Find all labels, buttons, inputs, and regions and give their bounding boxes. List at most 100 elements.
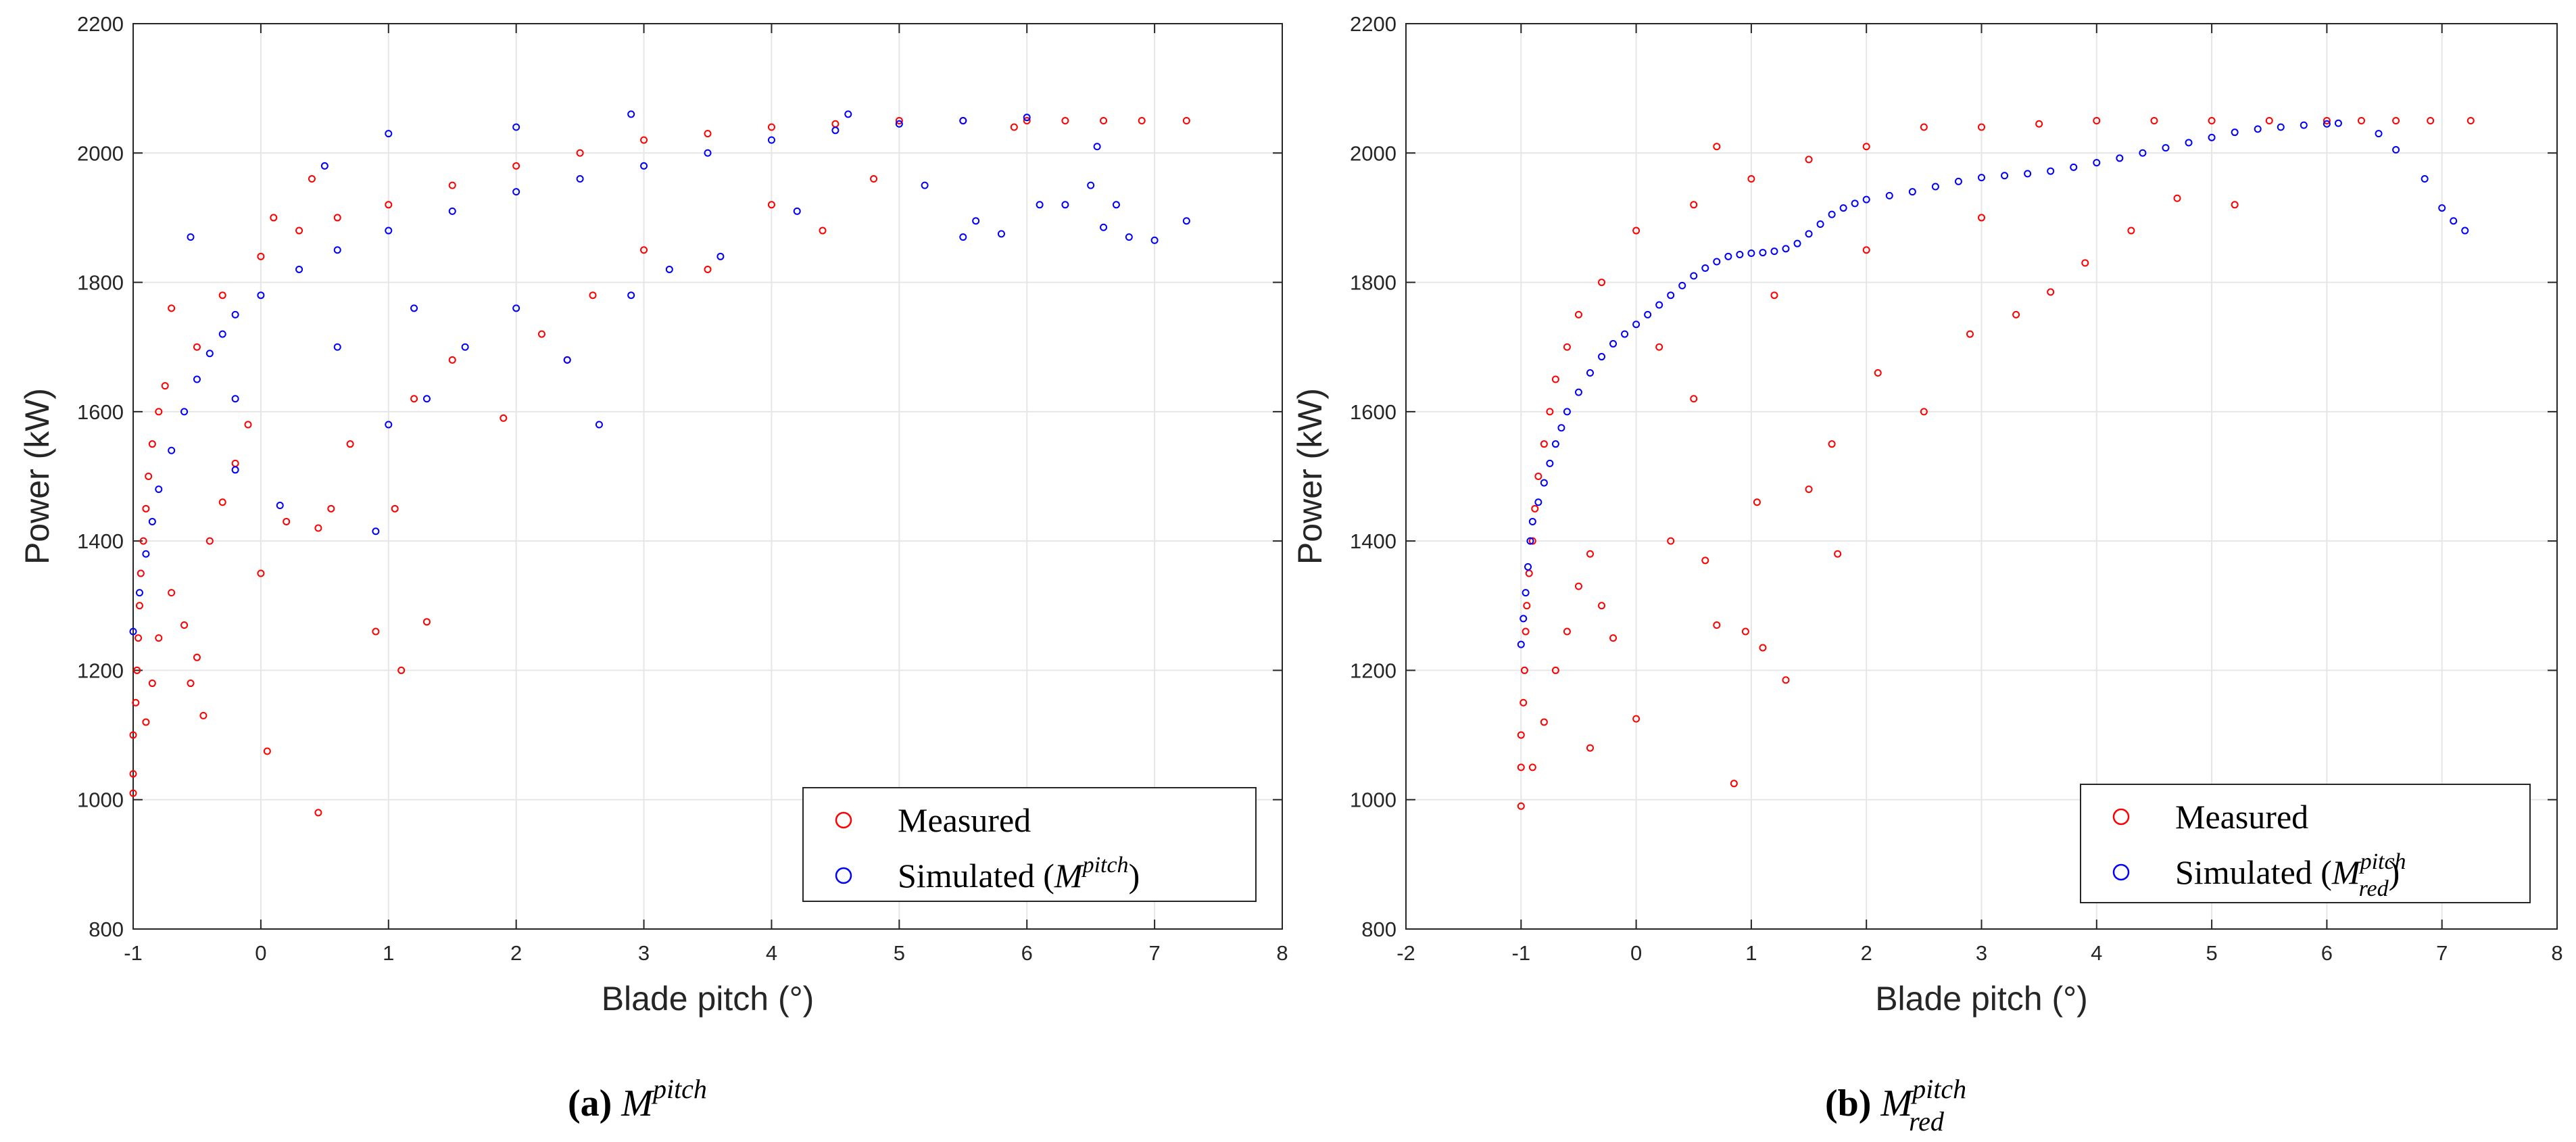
data-point (1546, 408, 1554, 416)
data-point (2427, 116, 2435, 124)
data-point (135, 634, 143, 642)
data-point (1816, 220, 1824, 228)
data-point (563, 356, 571, 364)
data-point (1805, 230, 1813, 238)
data-point (129, 627, 137, 636)
data-point (1598, 602, 1606, 610)
legend-marker (835, 811, 852, 829)
data-point (1851, 199, 1859, 208)
caption-sup: pitch (651, 1074, 707, 1104)
data-point (1621, 330, 1629, 338)
legend-label: Measured (898, 801, 1031, 839)
data-point (276, 502, 284, 510)
x-tick-label: 4 (2091, 941, 2102, 965)
data-point (2185, 139, 2193, 147)
data-point (161, 382, 169, 390)
data-point (2421, 175, 2429, 183)
data-point (148, 680, 156, 688)
data-point (2438, 204, 2446, 212)
series-simulated (1517, 119, 2469, 648)
panel-b: -2 -1 0 1 2 3 4 5 6 7 8 800 1000 1200 1400 1600 1800 2000… (1291, 12, 2563, 1137)
panel-a: -1 0 1 2 3 4 5 6 7 8 800 1000 1200 1400 1600 1800 2000 22… (18, 12, 1288, 1124)
data-point (135, 589, 143, 597)
data-point (139, 537, 147, 545)
legend-label-base: Measured (2175, 798, 2308, 836)
data-point (2127, 227, 2135, 235)
y-tick-label: 1400 (1350, 529, 1396, 553)
data-point (2150, 116, 2158, 124)
data-point (2323, 120, 2331, 128)
data-point (2300, 121, 2308, 129)
data-point (1586, 744, 1594, 752)
data-point (148, 440, 156, 448)
y-tick-label: 1200 (77, 659, 124, 682)
data-point (1920, 123, 1928, 131)
data-point (1632, 227, 1641, 235)
data-point (512, 304, 520, 312)
data-point (231, 466, 239, 474)
data-point (2035, 120, 2043, 128)
data-point (1182, 217, 1190, 225)
x-tick-label: 3 (638, 941, 650, 965)
panel-caption: (b) Mpitch red (1825, 1074, 1966, 1137)
data-point (1574, 582, 1582, 590)
data-point (2334, 119, 2342, 127)
y-tick-label: 2200 (1350, 12, 1396, 36)
data-point (218, 330, 226, 338)
data-point (1632, 715, 1641, 723)
data-point (168, 446, 176, 454)
legend-label-sub: red (2359, 876, 2389, 901)
data-point (640, 162, 648, 170)
data-point (2461, 227, 2469, 235)
data-point (1644, 310, 1652, 318)
data-point (346, 440, 354, 448)
data-point (1747, 175, 1755, 183)
data-point (155, 408, 163, 416)
data-point (1061, 201, 1069, 209)
data-point (193, 653, 201, 661)
data-point (1805, 485, 1813, 494)
legend-label-model: M (2331, 853, 2362, 891)
data-point (1520, 615, 1528, 623)
data-point (1741, 627, 1749, 636)
data-point (595, 421, 603, 429)
y-tick-label: 1400 (77, 529, 124, 553)
data-point (1520, 666, 1528, 674)
data-point (2265, 116, 2273, 124)
data-point (135, 602, 143, 610)
y-tick-label: 1600 (1350, 400, 1396, 424)
x-tick-label: 8 (2551, 941, 2562, 965)
data-point (1805, 156, 1813, 164)
data-point (385, 227, 393, 235)
data-point (2116, 154, 2124, 162)
x-tick-label: 5 (2206, 941, 2217, 965)
data-point (133, 666, 141, 674)
data-point (1517, 640, 1525, 648)
legend-label-sup: pitch (1082, 853, 1129, 878)
data-point (704, 265, 712, 273)
caption-label: (a) (568, 1082, 612, 1124)
data-point (372, 627, 380, 636)
data-point (895, 116, 903, 124)
legend-label: Simulated (Mpitch) (898, 853, 1140, 895)
data-point (1546, 459, 1554, 467)
data-point (2357, 116, 2365, 124)
data-point (537, 330, 545, 338)
data-point (308, 175, 316, 183)
data-point (2231, 128, 2239, 137)
data-point (2081, 259, 2089, 267)
data-point (283, 517, 291, 525)
data-point (137, 569, 145, 577)
data-point (1557, 424, 1565, 432)
panel-caption: (a) Mpitch (568, 1074, 707, 1124)
data-point (1524, 563, 1532, 571)
data-point (1528, 763, 1536, 771)
data-point (129, 789, 137, 797)
data-point (1713, 143, 1721, 151)
data-point (1609, 339, 1618, 348)
data-point (2070, 163, 2078, 171)
data-point (1534, 473, 1542, 480)
data-point (1093, 143, 1101, 151)
data-point (1713, 258, 1721, 266)
data-point (512, 123, 520, 131)
